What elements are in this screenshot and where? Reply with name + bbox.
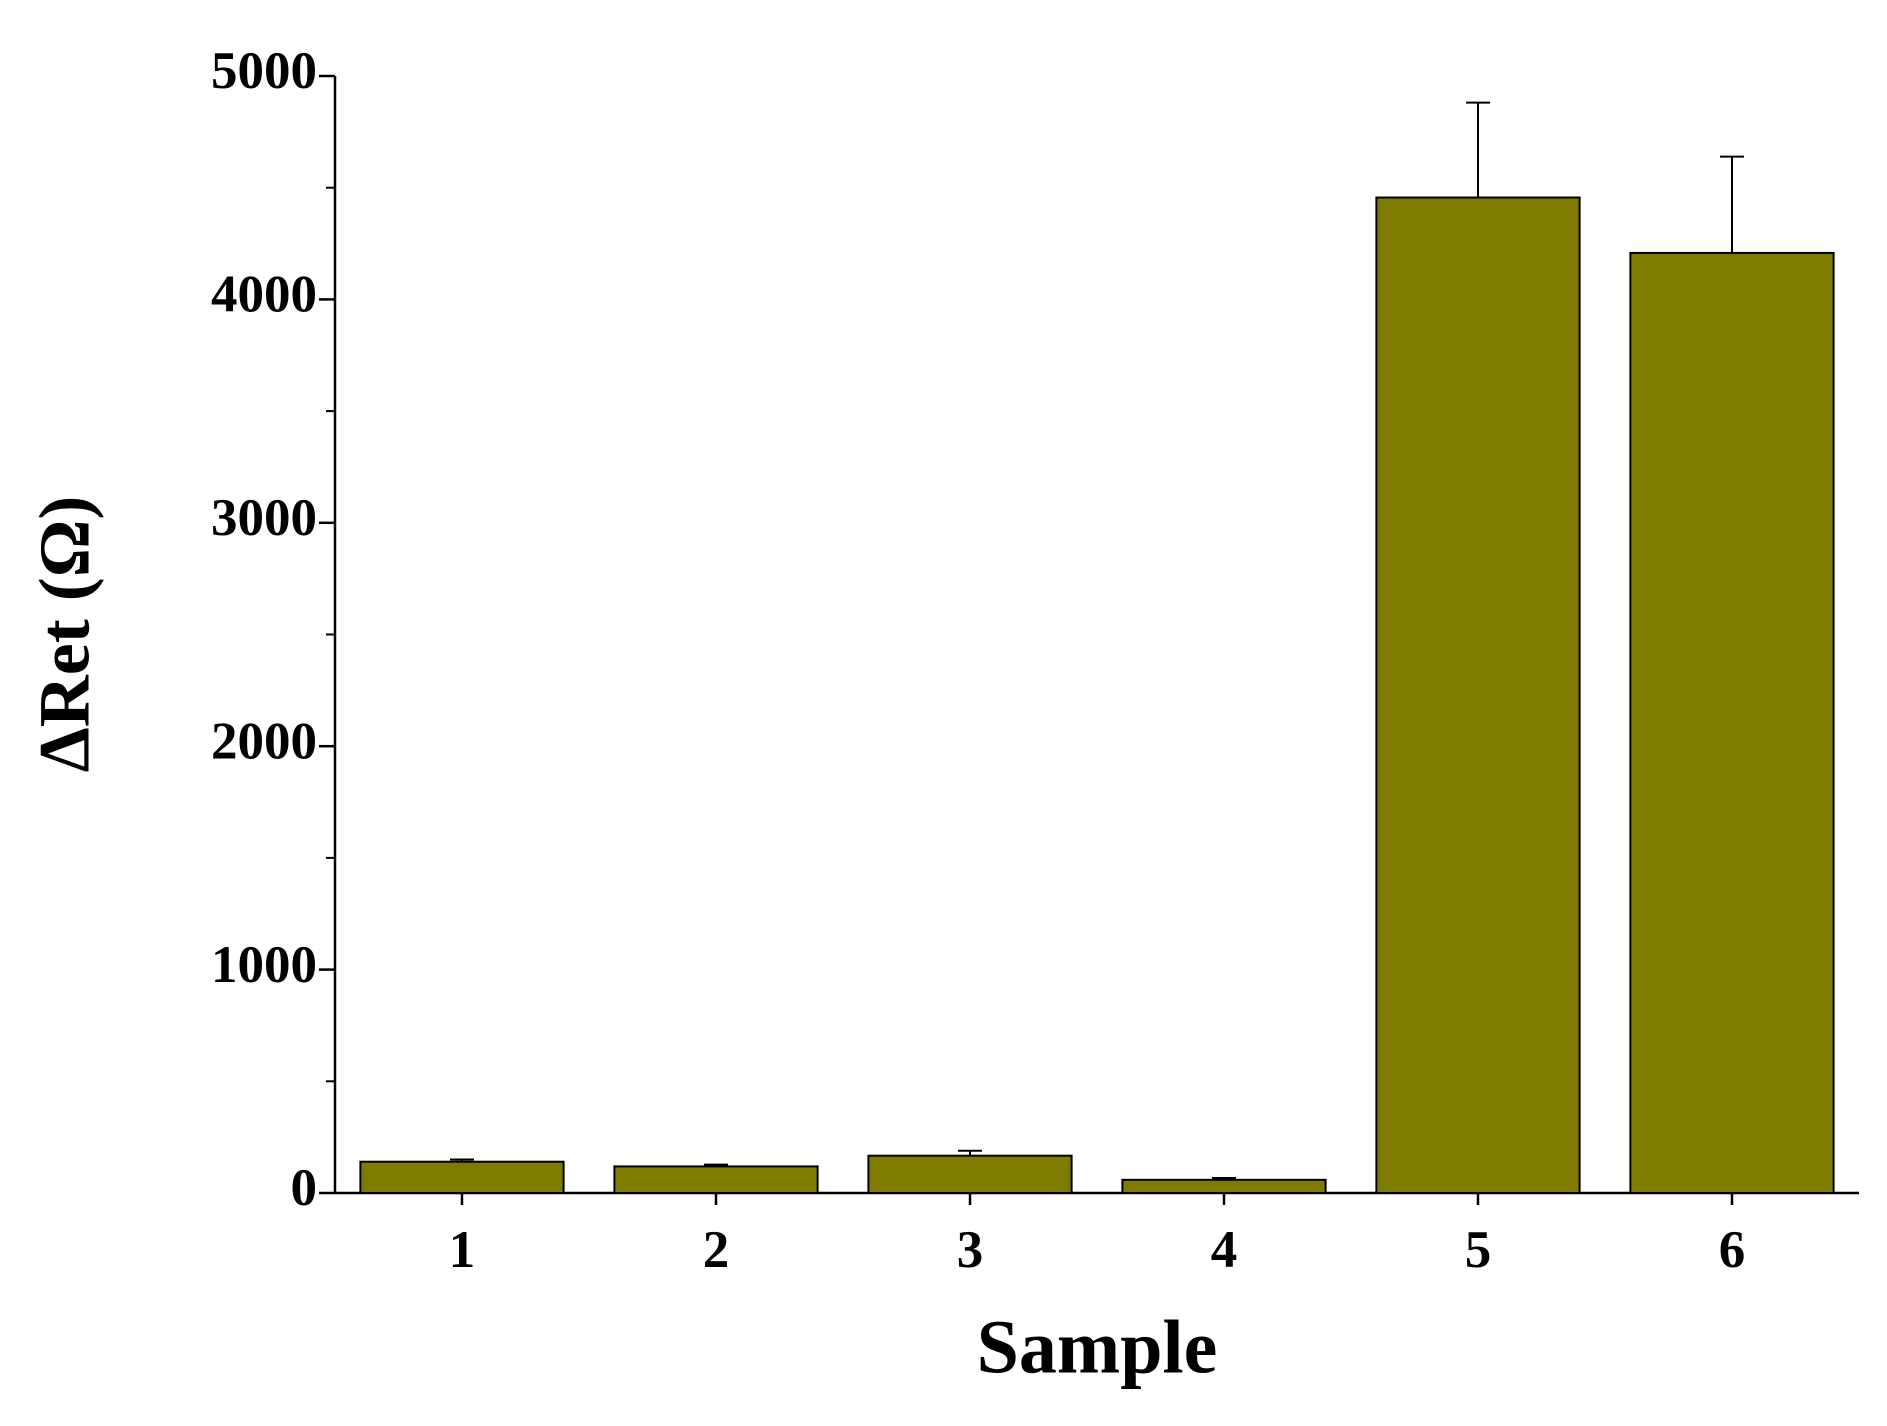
bar xyxy=(613,1165,819,1195)
x-tick-label: 5 xyxy=(1465,1221,1492,1279)
bar xyxy=(1375,196,1581,1194)
y-tick-label: 1000 xyxy=(211,936,317,994)
y-tick-label: 2000 xyxy=(211,712,317,770)
bar xyxy=(1629,251,1835,1194)
y-tick-label: 4000 xyxy=(211,266,317,324)
x-tick-label: 2 xyxy=(703,1221,730,1279)
x-axis-title: Sample xyxy=(977,1305,1218,1389)
x-tick-label: 3 xyxy=(957,1221,984,1279)
bar xyxy=(1121,1178,1327,1195)
x-tick-label: 1 xyxy=(449,1221,476,1279)
x-tick-label: 4 xyxy=(1211,1221,1238,1279)
y-tick-label: 3000 xyxy=(211,489,317,547)
y-tick-label: 0 xyxy=(291,1159,318,1217)
y-tick-label: 5000 xyxy=(211,42,317,100)
x-tick-label: 6 xyxy=(1719,1221,1746,1279)
y-axis-title: ΔRet (Ω) xyxy=(25,496,105,773)
bar xyxy=(359,1160,565,1194)
bar xyxy=(867,1154,1073,1195)
